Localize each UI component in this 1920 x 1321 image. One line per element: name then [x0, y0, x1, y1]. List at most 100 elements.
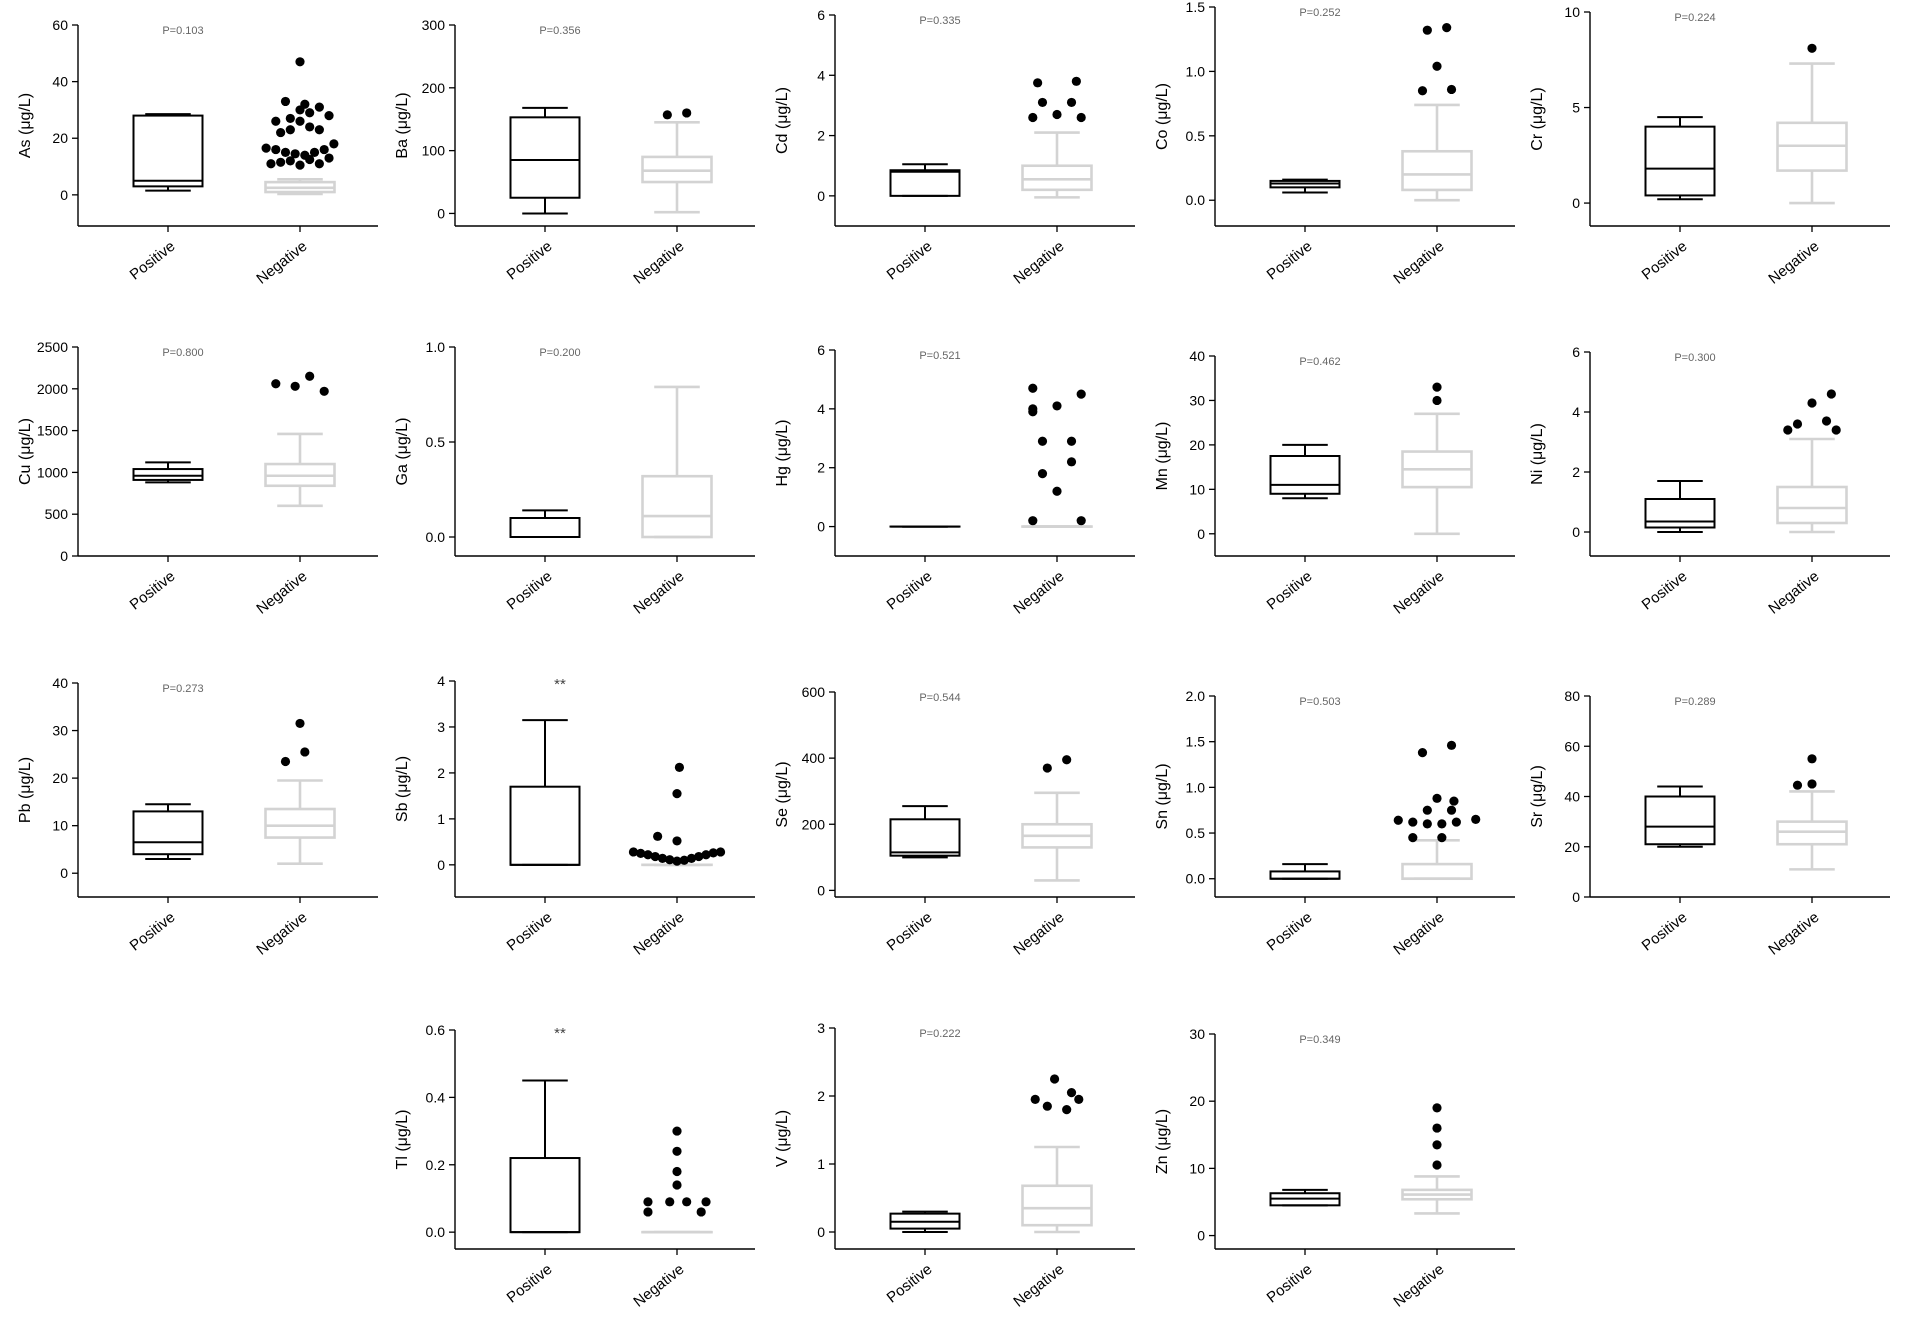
outlier-point: [1793, 419, 1802, 428]
outlier-point: [271, 117, 280, 126]
outlier-point: [665, 1197, 674, 1206]
y-axis-label: Sb (μg/L): [394, 756, 411, 822]
p-value: P=0.273: [162, 683, 203, 695]
outlier-point: [643, 1207, 652, 1216]
x-tick-label: Negative: [1390, 568, 1447, 618]
x-tick-label: Positive: [504, 238, 556, 284]
outlier-point: [1783, 425, 1792, 434]
x-tick-label: Negative: [1010, 238, 1067, 288]
y-tick-label: 0.5: [426, 434, 446, 450]
outlier-point: [320, 387, 329, 396]
y-tick-label: 2: [817, 128, 825, 144]
y-tick-label: 6: [817, 7, 825, 23]
outlier-point: [1052, 487, 1061, 496]
outlier-point: [1028, 113, 1037, 122]
positive-box: [1646, 481, 1715, 532]
y-tick-label: 60: [52, 17, 68, 33]
outlier-point: [329, 139, 338, 148]
outlier-point: [286, 156, 295, 165]
y-tick-label: 0: [1572, 524, 1580, 540]
outlier-point: [315, 102, 324, 111]
outlier-point: [1408, 833, 1417, 842]
y-tick-label: 100: [422, 143, 446, 159]
outlier-point: [653, 832, 662, 841]
x-tick-label: Positive: [884, 238, 936, 284]
y-tick-label: 2: [1572, 464, 1580, 480]
x-tick-label: Negative: [1765, 909, 1822, 959]
iqr-box: [1271, 456, 1340, 494]
y-tick-label: 20: [1189, 1093, 1205, 1109]
positive-box: [891, 164, 960, 196]
outlier-point: [300, 100, 309, 109]
outlier-point: [1437, 819, 1446, 828]
y-tick-label: 1: [437, 811, 445, 827]
iqr-box: [1403, 864, 1472, 879]
y-tick-label: 500: [45, 506, 69, 522]
y-tick-label: 10: [1189, 1160, 1205, 1176]
positive-box: [511, 108, 580, 214]
y-axis-label: Cu (μg/L): [17, 418, 34, 485]
outlier-point: [1423, 819, 1432, 828]
y-tick-label: 0.0: [1186, 192, 1206, 208]
y-axis-label: Ba (μg/L): [394, 92, 411, 158]
y-axis-label: V (μg/L): [774, 1110, 791, 1167]
outlier-point: [1447, 741, 1456, 750]
iqr-box: [1023, 166, 1092, 190]
y-tick-label: 0: [1197, 1228, 1205, 1244]
y-tick-label: 0.6: [426, 1022, 446, 1038]
y-tick-label: 40: [1189, 348, 1205, 364]
outlier-point: [1077, 390, 1086, 399]
p-value: P=0.356: [539, 25, 580, 37]
outlier-point: [281, 148, 290, 157]
x-tick-label: Negative: [1010, 909, 1067, 959]
y-tick-label: 0.0: [1186, 871, 1206, 887]
outlier-point: [295, 719, 304, 728]
outlier-point: [1408, 817, 1417, 826]
y-tick-label: 6: [817, 342, 825, 358]
outlier-point: [672, 1167, 681, 1176]
p-value: P=0.521: [919, 350, 960, 362]
outlier-point: [682, 108, 691, 117]
y-tick-label: 40: [52, 675, 68, 691]
outlier-point: [1449, 796, 1458, 805]
outlier-point: [286, 114, 295, 123]
y-tick-label: 600: [802, 684, 826, 700]
x-tick-label: Negative: [1010, 568, 1067, 618]
outlier-point: [1437, 833, 1446, 842]
outlier-point: [1807, 779, 1816, 788]
outlier-point: [1052, 401, 1061, 410]
iqr-box: [134, 116, 203, 187]
y-tick-label: 40: [1564, 789, 1580, 805]
outlier-point: [305, 155, 314, 164]
outlier-point: [315, 159, 324, 168]
outlier-point: [1043, 763, 1052, 772]
outlier-point: [1074, 1095, 1083, 1104]
y-tick-label: 0: [60, 865, 68, 881]
x-tick-label: Positive: [884, 909, 936, 955]
y-tick-label: 0.5: [1186, 128, 1206, 144]
y-axis-label: Pb (μg/L): [17, 757, 34, 823]
outlier-point: [672, 1126, 681, 1135]
p-value: P=0.503: [1299, 696, 1340, 708]
y-tick-label: 40: [52, 74, 68, 90]
outlier-point: [675, 763, 684, 772]
outlier-point: [1072, 77, 1081, 86]
y-tick-label: 1.5: [1186, 734, 1206, 750]
y-tick-label: 400: [802, 750, 826, 766]
outlier-point: [1394, 816, 1403, 825]
iqr-box: [511, 518, 580, 537]
y-tick-label: 1.0: [1186, 779, 1206, 795]
outlier-point: [1442, 23, 1451, 32]
iqr-box: [511, 1158, 580, 1232]
outlier-point: [1418, 748, 1427, 757]
outlier-point: [324, 153, 333, 162]
outlier-point: [1432, 1123, 1441, 1132]
y-axis-label: Sn (μg/L): [1154, 763, 1171, 829]
